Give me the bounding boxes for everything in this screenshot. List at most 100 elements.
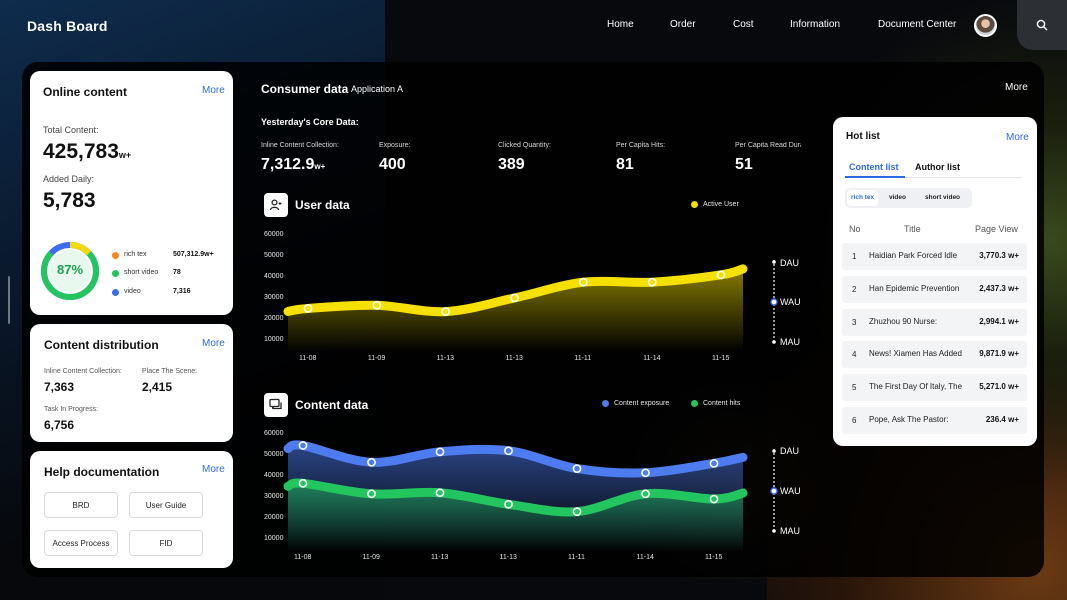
column-header-no: No [849, 224, 861, 234]
y-tick-label: 50000 [264, 451, 284, 458]
table-row[interactable]: 2 Han Epidemic Prevention 2,437.3 w+ [842, 276, 1027, 303]
x-tick-label: 11-14 [643, 355, 661, 362]
search-button[interactable] [1017, 0, 1067, 50]
help-documentation-card [30, 451, 233, 568]
table-row[interactable]: 4 News! Xiamen Has Added 9,871.9 w+ [842, 341, 1027, 368]
kpi-value: 400 [379, 156, 406, 173]
column-header-title: Title [904, 224, 921, 234]
x-tick-label: 11-15 [705, 554, 723, 561]
scale-mau[interactable]: MAU [780, 526, 800, 536]
consumer-data-more-link[interactable]: More [1005, 82, 1028, 93]
scroll-indicator[interactable] [8, 276, 10, 324]
legend-dot-active-user [691, 201, 698, 208]
content-ring-chart [41, 242, 99, 300]
table-row[interactable]: 6 Pope, Ask The Pastor: 236.4 w+ [842, 407, 1027, 434]
content-distribution-card [30, 324, 233, 442]
content-scale-line [770, 449, 778, 533]
row-title: News! Xiamen Has Added [869, 349, 962, 358]
tab-content-list[interactable]: Content list [849, 162, 899, 172]
x-tick-label: 11-08 [294, 554, 312, 561]
pill-rich-tex[interactable]: rich tex [847, 190, 879, 206]
data-point [303, 304, 313, 313]
content-distribution-title: Content distribution [44, 338, 159, 352]
row-page-view: 9,871.9 w+ [979, 349, 1019, 358]
help-documentation-more-link[interactable]: More [202, 464, 225, 475]
y-tick-label: 60000 [264, 231, 284, 238]
y-tick-label: 40000 [264, 273, 284, 280]
distribution-label: Place The Scene: [142, 368, 198, 375]
kpi-label: Per Capita Read Dura [735, 142, 801, 149]
row-no: 2 [852, 285, 857, 294]
y-tick-label: 40000 [264, 472, 284, 479]
avatar[interactable] [974, 14, 997, 37]
help-button-access-process[interactable]: Access Process [44, 530, 118, 556]
legend-content-hits: Content hits [703, 400, 741, 407]
row-page-view: 2,994.1 w+ [979, 317, 1019, 326]
legend-value: 7,316 [173, 288, 191, 295]
row-page-view: 5,271.0 w+ [979, 382, 1019, 391]
x-tick-label: 11-11 [574, 355, 592, 362]
pill-short-video[interactable]: short video [925, 194, 961, 201]
row-page-view: 236.4 w+ [985, 415, 1019, 424]
x-tick-label: 11-09 [367, 355, 386, 362]
kpi-label: Per Capita Hits: [616, 142, 666, 149]
legend-value: 507,312.9w+ [173, 251, 214, 258]
row-title: Han Epidemic Prevention [869, 284, 960, 293]
hot-list-more-link[interactable]: More [1006, 132, 1029, 143]
kpi-label: Exposure: [379, 142, 411, 149]
row-title: Zhuzhou 90 Nurse: [869, 317, 938, 326]
tab-author-list[interactable]: Author list [915, 162, 960, 172]
legend-dot-video [112, 289, 119, 296]
total-content-value: 425,783w+ [43, 140, 132, 163]
help-button-brd[interactable]: BRD [44, 492, 118, 518]
consumer-data-title: Consumer data [261, 82, 349, 96]
help-button-fid[interactable]: FID [129, 530, 203, 556]
legend-dot-content-exposure [602, 400, 609, 407]
legend-value: 78 [173, 269, 181, 276]
legend-dot-content-hits [691, 400, 698, 407]
row-page-view: 3,770.3 w+ [979, 251, 1019, 260]
data-point [441, 307, 451, 316]
table-row[interactable]: 5 The First Day Of Italy, The 5,271.0 w+ [842, 374, 1027, 401]
application-label: Application A [351, 84, 404, 94]
kpi-label: Inline Content Collection: [261, 142, 339, 149]
top-bar: Dash Board Home Order Cost Information D… [0, 0, 1067, 50]
legend-dot-rich-tex [112, 252, 119, 259]
hot-list-title: Hot list [846, 131, 880, 142]
help-button-user-guide[interactable]: User Guide [129, 492, 203, 518]
content-distribution-more-link[interactable]: More [202, 338, 225, 349]
online-content-more-link[interactable]: More [202, 85, 225, 96]
table-row[interactable]: 1 Haidian Park Forced Idle 3,770.3 w+ [842, 243, 1027, 270]
row-title: Haidian Park Forced Idle [869, 251, 958, 260]
x-tick-label: 11-13 [499, 554, 517, 561]
row-page-view: 2,437.3 w+ [979, 284, 1019, 293]
nav-order[interactable]: Order [670, 19, 696, 30]
tab-active-underline [845, 176, 905, 178]
row-no: 4 [852, 350, 857, 359]
added-daily-value: 5,783 [43, 189, 96, 212]
scale-mau[interactable]: MAU [780, 337, 800, 347]
y-tick-label: 20000 [264, 315, 284, 322]
nav-information[interactable]: Information [790, 19, 841, 30]
scale-dau[interactable]: DAU [780, 258, 800, 268]
help-documentation-title: Help documentation [44, 465, 160, 479]
distribution-value: 7,363 [44, 380, 75, 394]
y-tick-label: 20000 [264, 514, 284, 521]
row-no: 6 [852, 416, 857, 425]
scale-wau[interactable]: WAU [780, 486, 801, 496]
data-point [510, 293, 519, 303]
added-daily-label: Added Daily: [43, 174, 95, 184]
pill-video[interactable]: video [889, 194, 906, 201]
x-tick-label: 11-11 [568, 554, 585, 561]
table-row[interactable]: 3 Zhuzhou 90 Nurse: 2,994.1 w+ [842, 309, 1027, 336]
nav-home[interactable]: Home [607, 19, 634, 30]
scale-dau[interactable]: DAU [780, 446, 800, 456]
distribution-label: Inline Content Collection: [44, 368, 122, 375]
total-content-label: Total Content: [43, 125, 99, 135]
nav-cost[interactable]: Cost [733, 19, 754, 30]
tab-divider [845, 177, 1022, 178]
nav-document-center[interactable]: Document Center [878, 19, 957, 30]
x-tick-label: 11-08 [299, 355, 317, 362]
scale-wau[interactable]: WAU [780, 297, 801, 307]
